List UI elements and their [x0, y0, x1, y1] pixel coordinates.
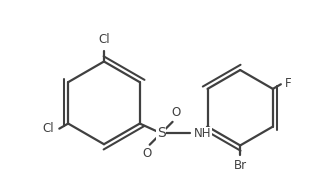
Text: O: O [171, 106, 180, 119]
Text: F: F [285, 77, 291, 90]
Text: S: S [157, 126, 166, 140]
Text: NH: NH [194, 127, 211, 140]
Text: Br: Br [234, 159, 247, 172]
Text: Cl: Cl [43, 122, 54, 135]
Text: Cl: Cl [98, 34, 110, 46]
Text: O: O [142, 147, 151, 160]
